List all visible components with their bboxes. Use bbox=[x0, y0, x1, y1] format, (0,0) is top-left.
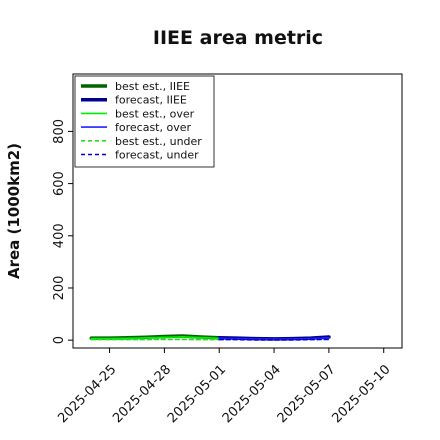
x-tick-label: 2025-05-04 bbox=[220, 362, 284, 426]
y-tick-label: 600 bbox=[52, 171, 67, 196]
series-line-6 bbox=[218, 338, 330, 341]
legend-label-6: forecast, under bbox=[115, 149, 199, 162]
series-line-3 bbox=[90, 335, 220, 340]
x-tick-label: 2025-05-01 bbox=[165, 362, 229, 426]
x-axis-ticks: 2025-04-252025-04-282025-05-012025-05-04… bbox=[55, 348, 394, 426]
series-line-4 bbox=[218, 336, 330, 340]
plot-frame bbox=[72, 73, 403, 349]
legend-box bbox=[74, 75, 215, 168]
x-tick-label: 2025-05-07 bbox=[275, 362, 339, 426]
x-tick-label: 2025-05-10 bbox=[330, 362, 394, 426]
legend-label-4: forecast, over bbox=[115, 121, 191, 134]
legend-label-3: best est., over bbox=[115, 107, 195, 120]
legend-label-1: best est., IIEE bbox=[115, 80, 190, 93]
legend-label-5: best est., under bbox=[115, 135, 202, 148]
y-tick-label: 0 bbox=[52, 336, 67, 344]
x-tick-label: 2025-04-25 bbox=[55, 362, 119, 426]
legend-label-2: forecast, IIEE bbox=[115, 94, 187, 107]
chart-title: IIEE area metric bbox=[153, 27, 323, 49]
y-tick-label: 400 bbox=[52, 223, 67, 248]
y-axis-label: Area (1000km2) bbox=[5, 143, 23, 279]
y-axis-ticks: 0 200 400 600 800 bbox=[52, 119, 73, 344]
y-tick-label: 200 bbox=[52, 276, 67, 301]
y-tick-label: 800 bbox=[52, 119, 67, 144]
x-tick-label: 2025-04-28 bbox=[110, 362, 174, 426]
series-group bbox=[89, 334, 331, 341]
